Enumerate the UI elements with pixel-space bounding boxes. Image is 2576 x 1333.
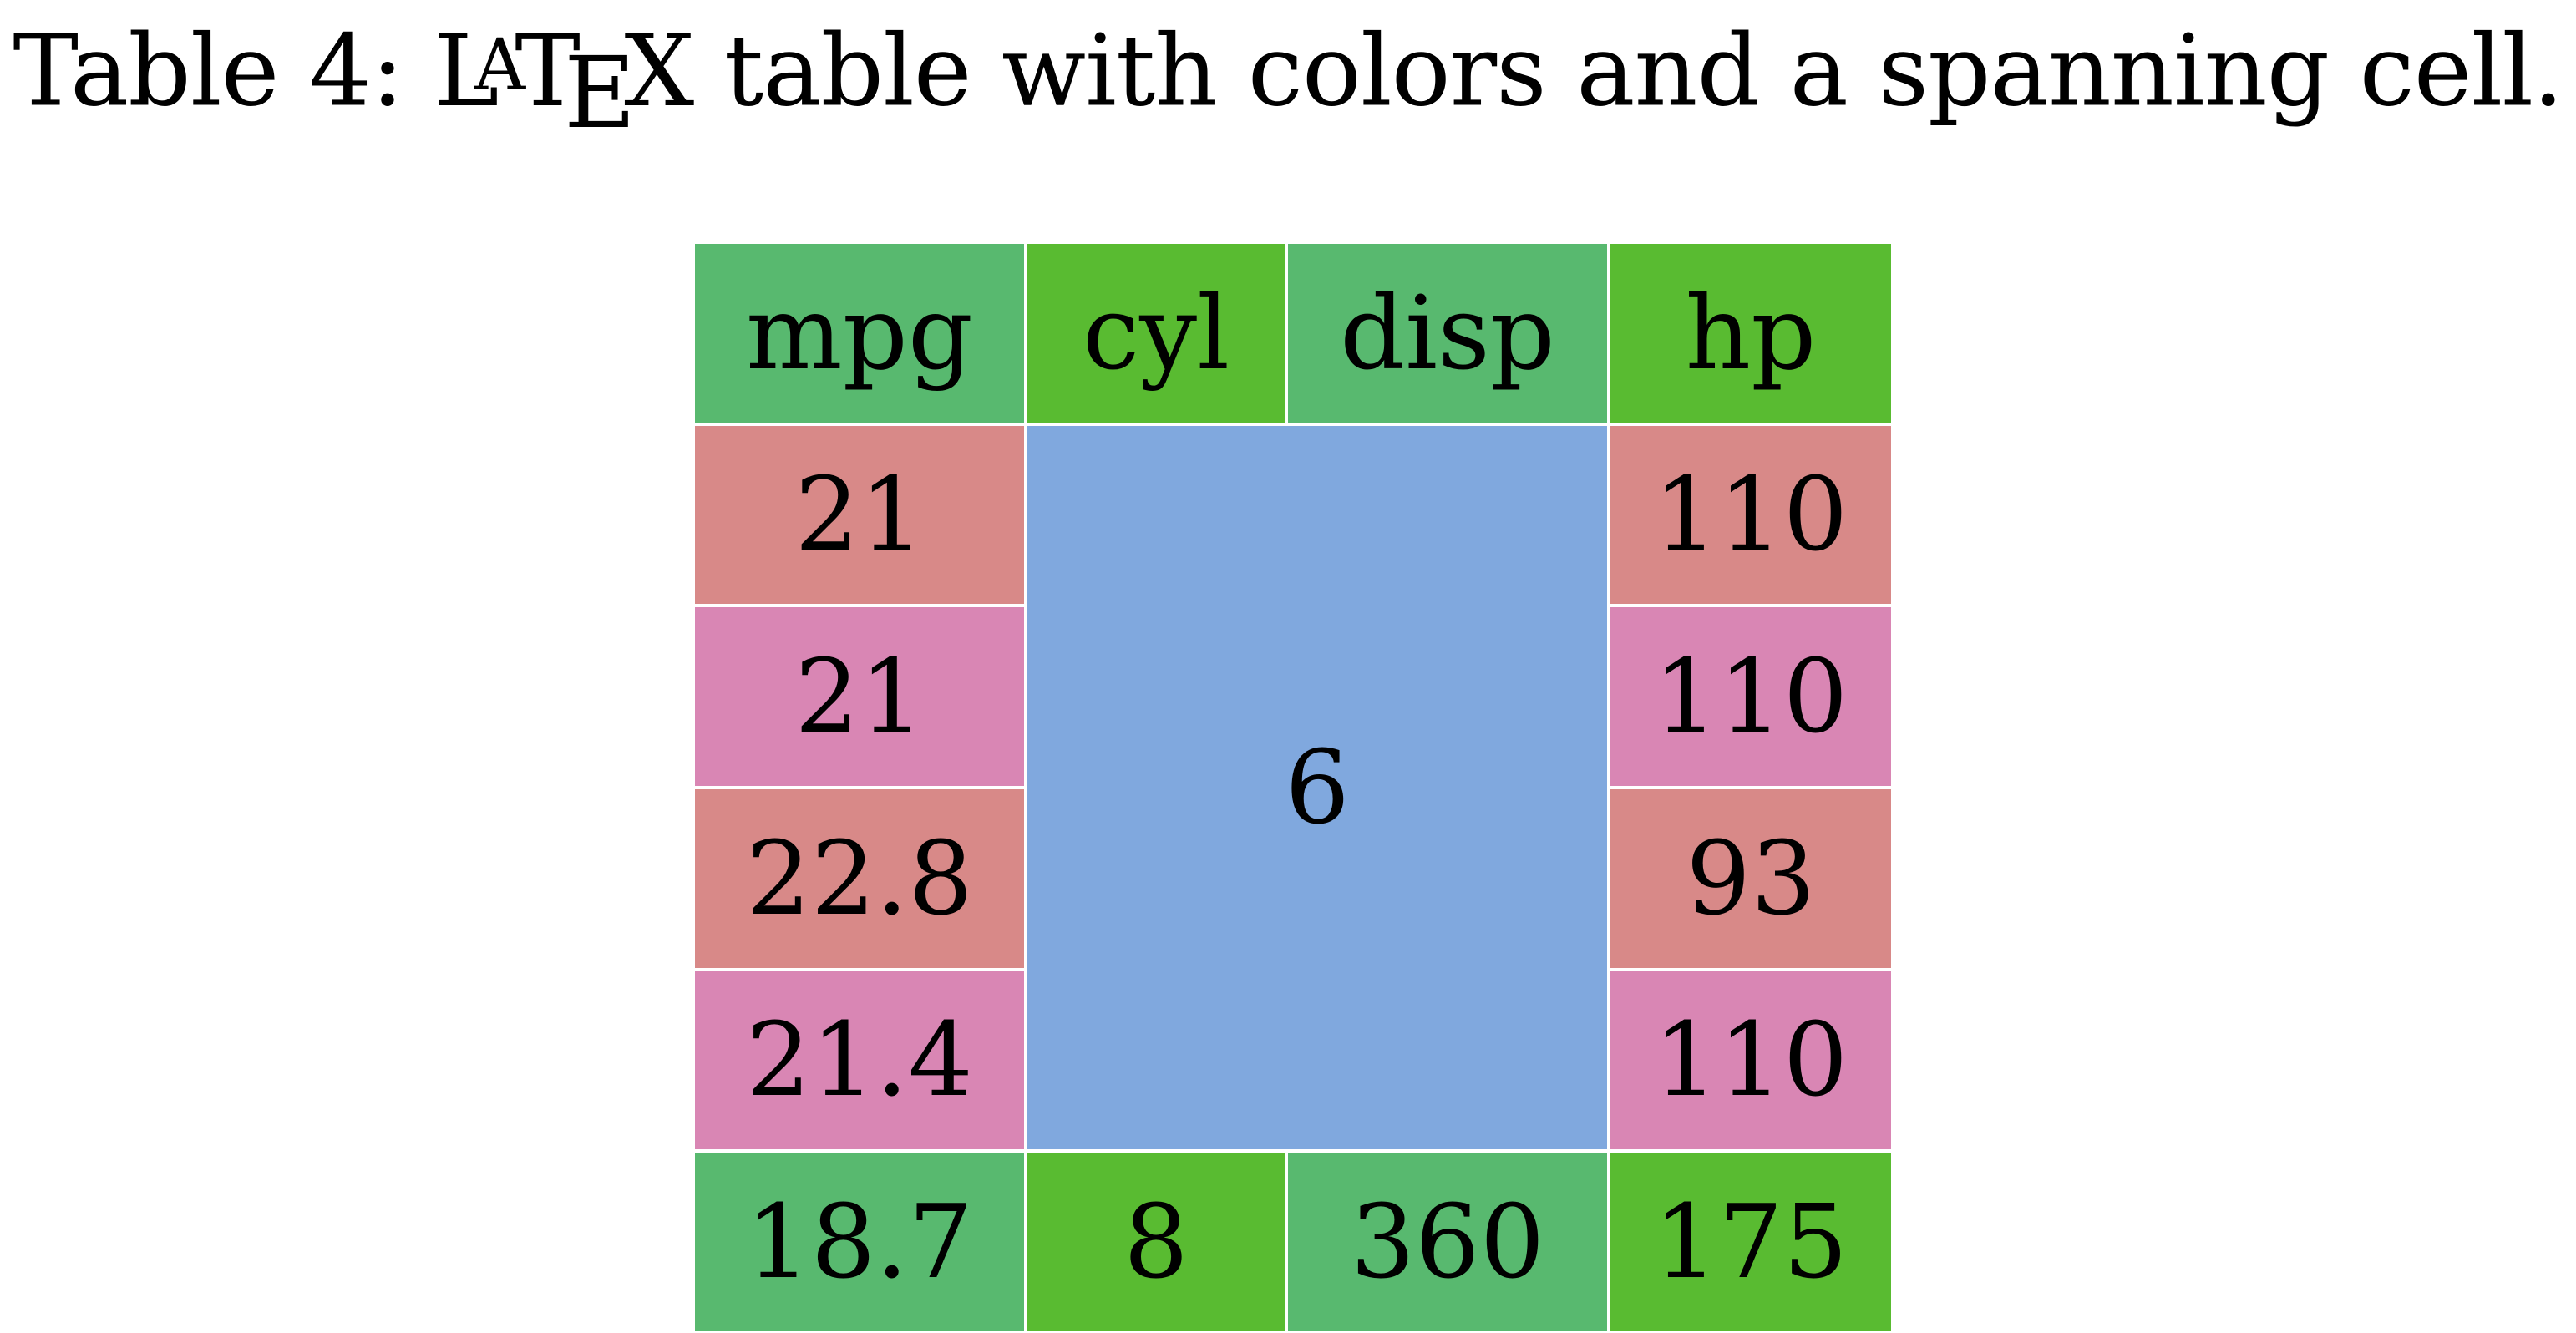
caption-prefix: Table 4: xyxy=(13,13,434,129)
row-3-hp-cell: 93 xyxy=(1609,787,1893,970)
row-2-hp-cell: 110 xyxy=(1609,606,1893,788)
header-cell-hp: hp xyxy=(1609,242,1893,424)
row-4-hp-cell: 110 xyxy=(1609,969,1893,1152)
row-3-mpg-cell: 22.8 xyxy=(693,787,1026,970)
row-1-mpg-cell: 21 xyxy=(693,423,1026,606)
table-caption: Table 4: LATEX table with colors and a s… xyxy=(0,3,2576,150)
header-cell-disp: disp xyxy=(1286,242,1609,424)
row-2-mpg-cell: 21 xyxy=(693,606,1026,788)
last-row-hp-cell: 175 xyxy=(1609,1151,1893,1333)
last-row-cyl-cell: 8 xyxy=(1026,1151,1286,1333)
row-4-mpg-cell: 21.4 xyxy=(693,969,1026,1152)
last-row-disp-cell: 360 xyxy=(1286,1151,1609,1333)
caption-suffix: table with colors and a spanning cell. xyxy=(693,13,2564,129)
header-cell-mpg: mpg xyxy=(693,242,1026,424)
row-1-hp-cell: 110 xyxy=(1609,423,1893,606)
spanning-cell: 6 xyxy=(1026,423,1609,1152)
latex-logo: LATEX xyxy=(434,13,694,150)
last-row-mpg-cell: 18.7 xyxy=(693,1151,1026,1333)
header-cell-cyl: cyl xyxy=(1026,242,1286,424)
data-table: mpg cyl disp hp 21 110 21 110 22.8 93 21… xyxy=(693,242,1893,1333)
